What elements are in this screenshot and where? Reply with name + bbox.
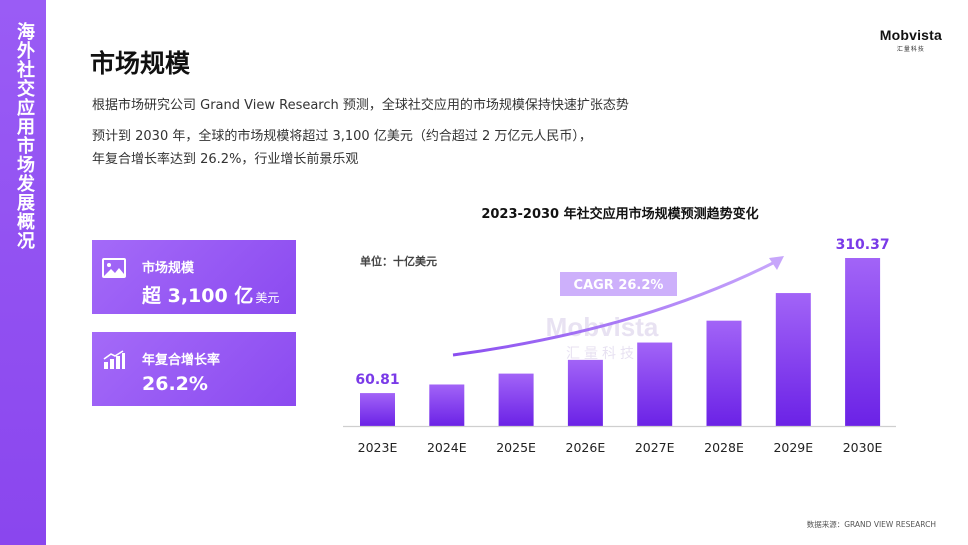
bar-2029E <box>775 293 811 426</box>
brand-logo: Mobvista 汇量科技 <box>880 27 942 53</box>
page-title: 市场规模 <box>90 49 191 78</box>
growth-chart-icon <box>103 350 125 369</box>
x-tick-2026E: 2026E <box>566 440 606 455</box>
bar-2024E <box>429 384 465 426</box>
x-tick-2029E: 2029E <box>773 440 813 455</box>
market-size-unit: 美元 <box>255 291 280 305</box>
x-tick-2027E: 2027E <box>635 440 675 455</box>
growth-arrow-head <box>769 256 784 270</box>
image-icon <box>102 258 126 278</box>
description-line-2: 预计到 2030 年，全球的市场规模将超过 3,100 亿美元（约合超过 2 万… <box>92 129 592 144</box>
market-size-number: 超 3,100 亿 <box>142 285 254 307</box>
unit-label: 单位：十亿美元 <box>360 254 437 268</box>
data-label-2023E: 60.81 <box>355 372 399 388</box>
data-label-2030E: 310.37 <box>836 237 890 253</box>
logo-name: Mobvista <box>879 27 942 43</box>
chart-title: 2023-2030 年社交应用市场规模预测趋势变化 <box>481 207 759 222</box>
x-tick-2023E: 2023E <box>358 440 398 455</box>
watermark-subtitle: 汇量科技 <box>566 346 638 362</box>
market-size-label: 市场规模 <box>142 261 195 276</box>
market-size-card: 市场规模 超 3,100 亿美元 <box>92 240 296 314</box>
data-source: 数据来源：GRAND VIEW RESEARCH <box>806 520 936 529</box>
cagr-card: 年复合增长率 26.2% <box>92 332 296 406</box>
description-line-3: 年复合增长率达到 26.2%，行业增长前景乐观 <box>92 152 359 167</box>
x-tick-2025E: 2025E <box>496 440 536 455</box>
cagr-label: 年复合增长率 <box>142 353 221 368</box>
x-tick-2030E: 2030E <box>843 440 883 455</box>
cagr-annotation: CAGR 26.2% <box>574 278 664 293</box>
bar-2028E <box>706 320 742 426</box>
bar-2030E <box>845 258 881 426</box>
description-line-1: 根据市场研究公司 Grand View Research 预测，全球社交应用的市… <box>92 98 629 113</box>
x-tick-2028E: 2028E <box>704 440 744 455</box>
logo-subtitle: 汇量科技 <box>896 46 925 53</box>
x-tick-2024E: 2024E <box>427 440 467 455</box>
bar-2026E <box>567 359 603 426</box>
cagr-badge <box>560 272 677 296</box>
growth-arrow <box>452 260 776 357</box>
bar-2027E <box>637 342 673 426</box>
bar-2025E <box>498 373 534 426</box>
market-size-value: 超 3,100 亿美元 <box>142 281 279 308</box>
cagr-value: 26.2% <box>142 373 208 395</box>
sidebar: 海外社交应用市场发展概况 <box>0 0 46 545</box>
bar-2023E <box>360 393 395 426</box>
sidebar-title: 海外社交应用市场发展概况 <box>14 22 35 250</box>
